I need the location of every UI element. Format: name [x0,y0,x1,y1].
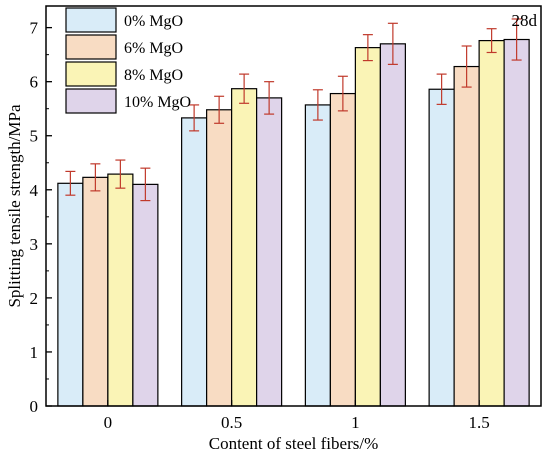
legend-label-10-mgo: 10% MgO [124,94,191,111]
y-tick-label-6: 6 [30,73,39,92]
error-bar-1-0 [90,163,101,192]
bar-6-mgo-cat-1 [206,109,233,407]
annotation-28d: 28d [512,11,538,30]
plot-area: 0 1 2 3 4 5 6 7 0 0.5 1 1.5 [30,5,542,432]
legend-label-6-mgo: 6% MgO [124,40,183,57]
legend-swatch-0-mgo [65,7,117,33]
bar-10-mgo-cat-0 [132,183,159,407]
error-bar-1-2 [337,75,348,112]
x-tick-label-0: 0 [104,413,113,432]
bar-0-mgo-cat-3 [428,88,455,407]
y-tick-label-0: 0 [30,397,39,416]
y-tick-label-3: 3 [30,235,39,254]
error-bar-3-0 [140,167,151,202]
error-bar-0-1 [189,104,200,132]
error-bar-0-0 [65,170,76,196]
x-tick-label-2: 1 [351,413,360,432]
error-bar-2-3 [486,28,497,54]
legend-swatch-10-mgo [65,88,117,114]
legend: 0% MgO 6% MgO 8% MgO 10% MgO [65,7,191,114]
bar-10-mgo-cat-1 [256,97,283,407]
error-bar-2-0 [115,159,126,189]
bar-8-mgo-cat-0 [107,173,134,407]
y-tick-label-2: 2 [30,289,39,308]
legend-swatch-8-mgo [65,61,117,87]
bar-8-mgo-cat-3 [478,39,505,407]
y-tick-label-4: 4 [30,181,39,200]
error-bar-3-3 [511,18,522,61]
bar-6-mgo-cat-2 [329,92,356,407]
x-tick-label-3: 1.5 [469,413,490,432]
y-axis-title: Splitting tensile strength/MPa [5,104,24,308]
error-bar-0-2 [312,89,323,121]
x-tick-label-1: 0.5 [221,413,242,432]
y-tick-label-5: 5 [30,127,39,146]
error-bar-3-1 [264,81,275,115]
x-axis-title: Content of steel fibers/% [209,434,379,453]
error-bar-1-1 [214,95,225,124]
bar-0-mgo-cat-2 [304,104,331,407]
error-bar-3-2 [387,22,398,65]
y-tick-label-7: 7 [30,19,39,38]
error-bar-1-3 [461,45,472,88]
bar-8-mgo-cat-2 [354,47,381,407]
error-bar-2-1 [239,73,250,104]
legend-swatch-6-mgo [65,34,117,60]
bar-0-mgo-cat-1 [181,117,208,407]
bar-6-mgo-cat-3 [453,65,480,407]
error-bar-0-3 [436,73,447,105]
y-tick-label-1: 1 [30,343,39,362]
legend-label-8-mgo: 8% MgO [124,67,183,84]
bar-10-mgo-cat-2 [379,43,406,407]
error-bar-2-2 [362,34,373,62]
bar-0-mgo-cat-0 [57,182,84,407]
legend-label-0-mgo: 0% MgO [124,13,183,30]
bar-8-mgo-cat-1 [231,88,258,407]
bar-10-mgo-cat-3 [503,38,530,407]
bar-6-mgo-cat-0 [82,176,109,407]
plot-frame [45,5,542,407]
